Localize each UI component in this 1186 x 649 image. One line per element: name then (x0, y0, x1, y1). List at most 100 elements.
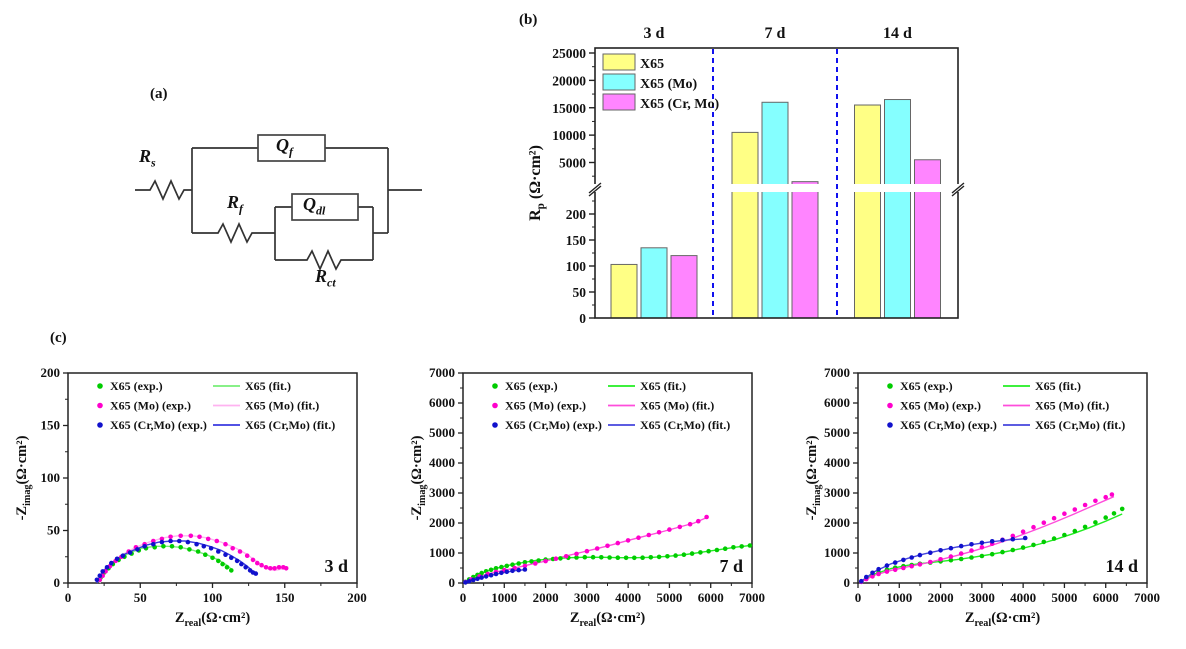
data-point (1051, 536, 1057, 541)
y-tick-label: 2000 (824, 515, 850, 530)
y-tick-label: 3000 (824, 485, 850, 500)
data-point (1093, 520, 1098, 525)
axis-break-mark (951, 182, 965, 194)
data-point (168, 534, 173, 540)
data-point (229, 568, 234, 573)
y-tick-label: 4000 (824, 455, 850, 470)
y-axis-label: -Zimag(Ω·cm²) (409, 435, 428, 520)
data-point (646, 532, 652, 538)
fit-line-x65-fit (99, 545, 234, 584)
y-tick-label: 0 (54, 575, 61, 590)
x-tick-label: 3000 (969, 590, 995, 605)
y-tick-label: 2000 (429, 515, 455, 530)
data-point (901, 557, 906, 563)
y-tick-label: 200 (41, 365, 61, 380)
y-tick-label: 3000 (429, 485, 455, 500)
y-tick-label: 150 (566, 233, 587, 248)
data-point (1010, 533, 1016, 539)
data-point (590, 554, 596, 560)
x-tick-label: 0 (65, 590, 72, 605)
data-point (917, 562, 923, 567)
data-point (205, 536, 211, 542)
x-tick-label: 7000 (1134, 590, 1160, 605)
data-point (1103, 494, 1108, 500)
x-axis-label: Zreal(Ω·cm²) (965, 610, 1040, 629)
data-point (197, 534, 202, 540)
data-point (969, 548, 974, 553)
data-point (948, 557, 954, 563)
data-point (870, 570, 875, 576)
data-point (220, 561, 225, 567)
data-point (1031, 524, 1036, 530)
data-point (237, 549, 243, 554)
y-tick-label: 1000 (824, 545, 850, 560)
data-point (529, 559, 534, 564)
y-tick-label: 100 (566, 259, 587, 274)
plot-frame (594, 47, 959, 319)
x-tick-label: 4000 (615, 590, 641, 605)
data-point (543, 558, 548, 564)
data-point (864, 574, 869, 580)
legend-marker-x65-exp (492, 383, 498, 389)
y-tick-label: 1000 (429, 545, 455, 560)
x-tick-label: 50 (134, 590, 147, 605)
y-tick-label: 4000 (429, 455, 455, 470)
data-point (151, 538, 156, 544)
data-point (488, 567, 494, 573)
legend-label: X65 (Cr,Mo) (exp.) (900, 418, 997, 432)
legend-label: X65 (Mo) (exp.) (110, 399, 191, 413)
nyquist-plot-3d: 0 50 100 150 200 0 50 100 150 200 Zreal(Ω·cm²) -Zim… (14, 365, 367, 629)
legend-marker-x65-mo-exp (97, 402, 103, 409)
legend-marker-x65-mo-exp (887, 402, 893, 409)
data-point (522, 560, 528, 565)
data-point (1020, 545, 1026, 550)
legend-label: X65 (Mo) (fit.) (640, 399, 714, 413)
data-point (928, 559, 933, 565)
data-point (229, 555, 234, 561)
legend-label: X65 (exp.) (110, 379, 163, 393)
data-point (499, 570, 504, 576)
data-point (187, 547, 192, 552)
data-point (168, 538, 173, 544)
data-point (1072, 528, 1078, 534)
series-x65-mo-exp (97, 533, 289, 583)
data-point (563, 554, 569, 559)
bar-x65 (731, 131, 759, 319)
y-tick-label: 100 (41, 470, 61, 485)
series-x65-cr-mo-exp (859, 535, 1028, 584)
y-tick-label: 0 (449, 575, 456, 590)
data-point (739, 544, 744, 549)
data-point (958, 556, 964, 562)
circuit-wires (135, 147, 422, 272)
y-tick-label: 50 (47, 523, 60, 538)
panel-b-label: (b) (519, 12, 538, 28)
bar-x65-mo (884, 99, 911, 319)
legend-label: X65 (Mo) (fit.) (1035, 399, 1109, 413)
data-point (194, 541, 199, 547)
bar-x65-cr-mo (791, 181, 819, 319)
data-point (224, 565, 230, 570)
data-point (1093, 498, 1098, 504)
legend-label: X65 (exp.) (505, 379, 558, 393)
data-point (109, 560, 114, 566)
x-axis-label: Zreal(Ω·cm²) (570, 610, 645, 629)
x-tick-label: 7000 (739, 590, 765, 605)
data-point (100, 569, 105, 574)
data-point (169, 544, 175, 549)
label-qdl: Qdl (303, 194, 326, 218)
data-point (239, 561, 244, 567)
data-point (510, 562, 515, 567)
data-point (687, 521, 693, 527)
legend-swatch (602, 53, 636, 71)
qdl-box (291, 193, 359, 221)
x-axis-label: Zreal(Ω·cm²) (175, 610, 250, 629)
data-point (510, 568, 515, 574)
bar-x65-cr-mo (670, 255, 698, 319)
x-tick-label: 4000 (1010, 590, 1036, 605)
data-point (969, 555, 974, 560)
legend-label: X65 (Cr, Mo) (640, 97, 720, 112)
data-point (948, 554, 954, 559)
axis-break-band (588, 184, 965, 192)
cpe-boxes (257, 134, 359, 221)
legend-label: X65 (Mo) (640, 77, 697, 92)
